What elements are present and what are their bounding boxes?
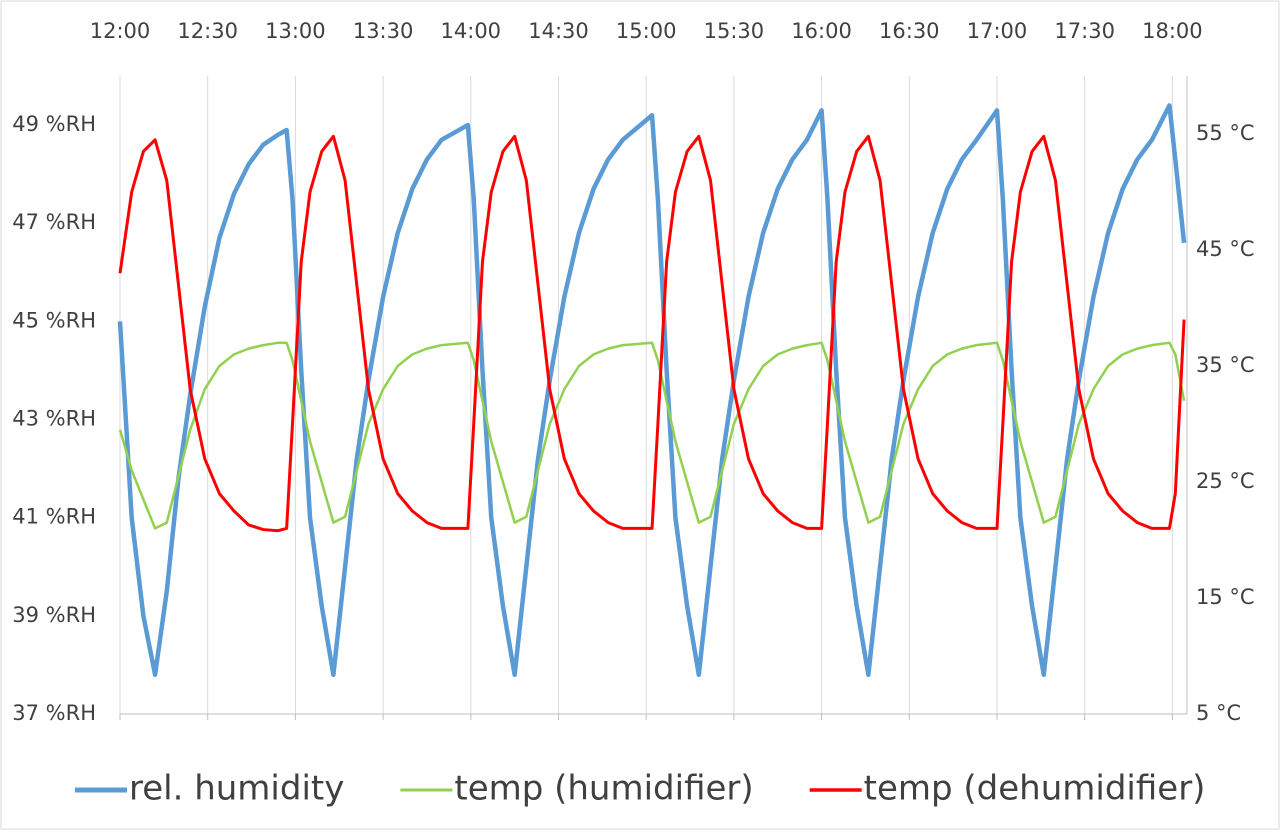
x-tick-label: 14:30 bbox=[528, 19, 589, 43]
y2-tick-label: 25 °C bbox=[1196, 469, 1255, 493]
x-tick-label: 14:00 bbox=[441, 19, 502, 43]
y2-tick-label: 45 °C bbox=[1196, 237, 1255, 261]
y-tick-label: 39 %RH bbox=[12, 603, 96, 627]
y2-tick-label: 35 °C bbox=[1196, 353, 1255, 377]
legend-label: temp (humidifier) bbox=[454, 769, 753, 809]
data-line bbox=[118, 134, 1186, 533]
y2-tick-label: 5 °C bbox=[1196, 701, 1241, 725]
x-tick-label: 15:30 bbox=[704, 19, 765, 43]
y2-tick-label: 15 °C bbox=[1196, 585, 1255, 609]
data-line bbox=[117, 103, 1187, 677]
legend-label: temp (dehumidifier) bbox=[864, 769, 1206, 809]
y-tick-label: 45 %RH bbox=[12, 308, 96, 332]
x-tick-label: 17:00 bbox=[967, 19, 1028, 43]
x-tick-label: 16:30 bbox=[879, 19, 940, 43]
x-tick-label: 12:30 bbox=[177, 19, 238, 43]
y-tick-label: 47 %RH bbox=[12, 210, 96, 234]
x-tick-label: 16:00 bbox=[791, 19, 852, 43]
data-line bbox=[118, 341, 1186, 530]
y-tick-label: 49 %RH bbox=[12, 112, 96, 136]
y-tick-label: 37 %RH bbox=[12, 701, 96, 725]
legend-label: rel. humidity bbox=[129, 769, 344, 809]
x-tick-label: 18:00 bbox=[1142, 19, 1203, 43]
x-tick-label: 15:00 bbox=[616, 19, 677, 43]
x-tick-label: 13:30 bbox=[353, 19, 414, 43]
x-tick-label: 17:30 bbox=[1054, 19, 1115, 43]
y-tick-label: 41 %RH bbox=[12, 505, 96, 529]
x-tick-label: 12:00 bbox=[90, 19, 151, 43]
y-tick-label: 43 %RH bbox=[12, 407, 96, 431]
y2-tick-label: 55 °C bbox=[1196, 121, 1255, 145]
x-tick-label: 13:00 bbox=[265, 19, 326, 43]
